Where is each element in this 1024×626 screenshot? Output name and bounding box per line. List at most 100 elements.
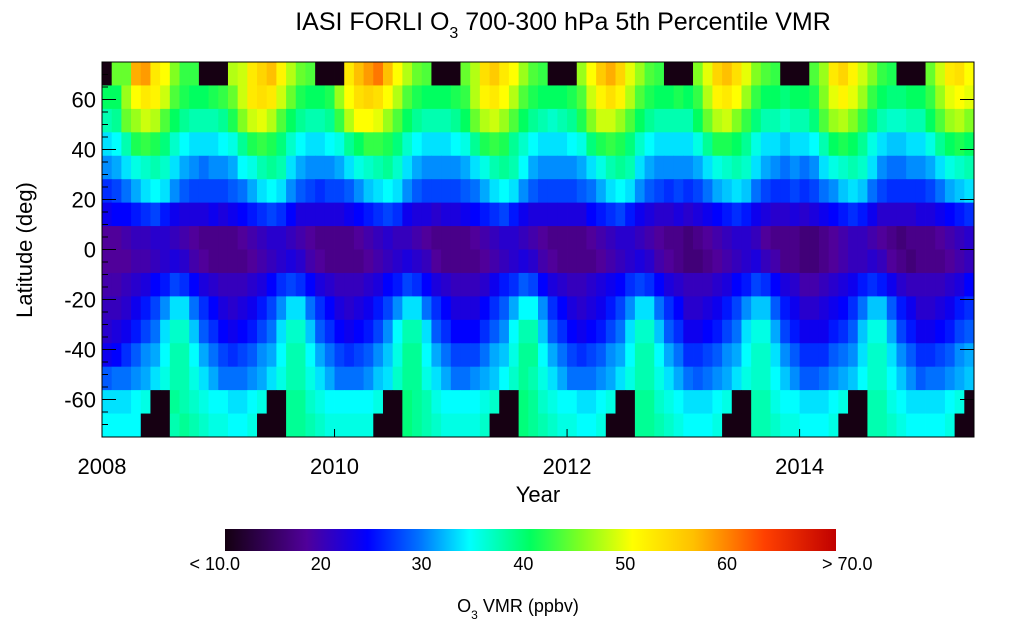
- heatmap-cell: [334, 413, 345, 438]
- heatmap-cell: [189, 249, 200, 274]
- heatmap-cell: [218, 62, 229, 86]
- heatmap-cell: [605, 155, 616, 180]
- heatmap-cell: [702, 272, 713, 297]
- heatmap-cell: [140, 343, 151, 368]
- heatmap-cell: [906, 296, 917, 321]
- heatmap-cell: [227, 413, 239, 438]
- heatmap-cell: [131, 343, 142, 368]
- heatmap-cell: [489, 319, 500, 344]
- heatmap-cell: [886, 155, 897, 180]
- heatmap-cell: [663, 272, 675, 297]
- heatmap-cell: [896, 272, 907, 297]
- heatmap-cell: [828, 272, 839, 297]
- heatmap-cell: [625, 62, 636, 86]
- heatmap-cell: [266, 155, 277, 180]
- heatmap-cell: [121, 413, 132, 438]
- y-tick-label: 20: [72, 188, 96, 213]
- heatmap-cell: [363, 390, 374, 414]
- heatmap-cell: [169, 179, 180, 204]
- heatmap-cell: [818, 62, 830, 86]
- heatmap-cell: [944, 62, 956, 86]
- heatmap-cell: [450, 85, 461, 110]
- heatmap-cell: [654, 413, 665, 438]
- heatmap-cell: [818, 202, 830, 227]
- heatmap-cell: [489, 296, 500, 321]
- heatmap-cell: [102, 202, 113, 227]
- heatmap-cell: [799, 179, 810, 204]
- heatmap-cell: [528, 366, 539, 391]
- heatmap-cell: [450, 226, 461, 250]
- heatmap-cell: [470, 390, 481, 414]
- heatmap-cell: [731, 132, 742, 157]
- heatmap-cell: [886, 296, 897, 321]
- heatmap-cell: [179, 366, 190, 391]
- heatmap-cell: [150, 226, 161, 250]
- heatmap-cell: [334, 226, 345, 250]
- heatmap-cell: [722, 226, 733, 250]
- heatmap-cell: [479, 343, 490, 368]
- heatmap-cell: [121, 108, 132, 133]
- heatmap-cell: [809, 179, 820, 204]
- heatmap-cell: [693, 296, 704, 321]
- heatmap-cell: [382, 85, 394, 110]
- heatmap-cell: [286, 226, 297, 250]
- heatmap-cell: [596, 132, 607, 157]
- heatmap-cell: [809, 202, 820, 227]
- heatmap-cell: [547, 226, 558, 250]
- heatmap-cell: [702, 132, 713, 157]
- heatmap-cell: [770, 319, 781, 344]
- heatmap-cell: [169, 249, 180, 274]
- heatmap-cell: [586, 319, 597, 344]
- heatmap-cell: [944, 132, 956, 157]
- heatmap-cell: [247, 319, 258, 344]
- heatmap-cell: [373, 296, 384, 321]
- heatmap-cell: [751, 108, 762, 133]
- heatmap-cell: [557, 319, 568, 344]
- heatmap-cell: [286, 155, 297, 180]
- heatmap-cell: [615, 108, 626, 133]
- heatmap-cell: [867, 108, 878, 133]
- heatmap-cell: [663, 366, 675, 391]
- heatmap-cell: [586, 155, 597, 180]
- heatmap-cell: [886, 249, 897, 274]
- colorbar-tick-label: < 10.0: [189, 554, 240, 574]
- heatmap-cell: [131, 62, 142, 86]
- heatmap-cell: [731, 179, 742, 204]
- heatmap-cell: [693, 155, 704, 180]
- heatmap-cell: [450, 390, 461, 414]
- heatmap-cell: [218, 179, 229, 204]
- heatmap-cell: [305, 202, 316, 227]
- heatmap-cell: [712, 343, 723, 368]
- heatmap-cell: [295, 226, 306, 250]
- heatmap-cell: [586, 108, 597, 133]
- heatmap-cell: [625, 179, 636, 204]
- heatmap-cell: [392, 413, 403, 438]
- heatmap-cell: [402, 179, 413, 204]
- heatmap-cell: [334, 366, 345, 391]
- heatmap-cell: [944, 343, 956, 368]
- heatmap-cell: [121, 132, 132, 157]
- heatmap-cell: [712, 249, 723, 274]
- heatmap-cell: [470, 202, 481, 227]
- heatmap-cell: [237, 226, 248, 250]
- heatmap-cell: [576, 85, 587, 110]
- heatmap-cell: [828, 296, 839, 321]
- y-tick-label: 40: [72, 138, 96, 163]
- heatmap-cell: [567, 226, 578, 250]
- heatmap-cell: [818, 226, 830, 250]
- heatmap-cell: [218, 343, 229, 368]
- heatmap-cell: [644, 62, 655, 86]
- x-tick-label: 2014: [775, 454, 824, 479]
- heatmap-cell: [867, 226, 878, 250]
- heatmap-cell: [431, 319, 442, 344]
- heatmap-cell: [189, 272, 200, 297]
- heatmap-cell: [382, 366, 394, 391]
- heatmap-cell: [470, 319, 481, 344]
- heatmap-cell: [954, 319, 965, 344]
- heatmap-cell: [189, 366, 200, 391]
- heatmap-cell: [828, 319, 839, 344]
- heatmap-cell: [625, 366, 636, 391]
- heatmap-cell: [140, 366, 151, 391]
- heatmap-cell: [257, 179, 268, 204]
- heatmap-cell: [935, 179, 946, 204]
